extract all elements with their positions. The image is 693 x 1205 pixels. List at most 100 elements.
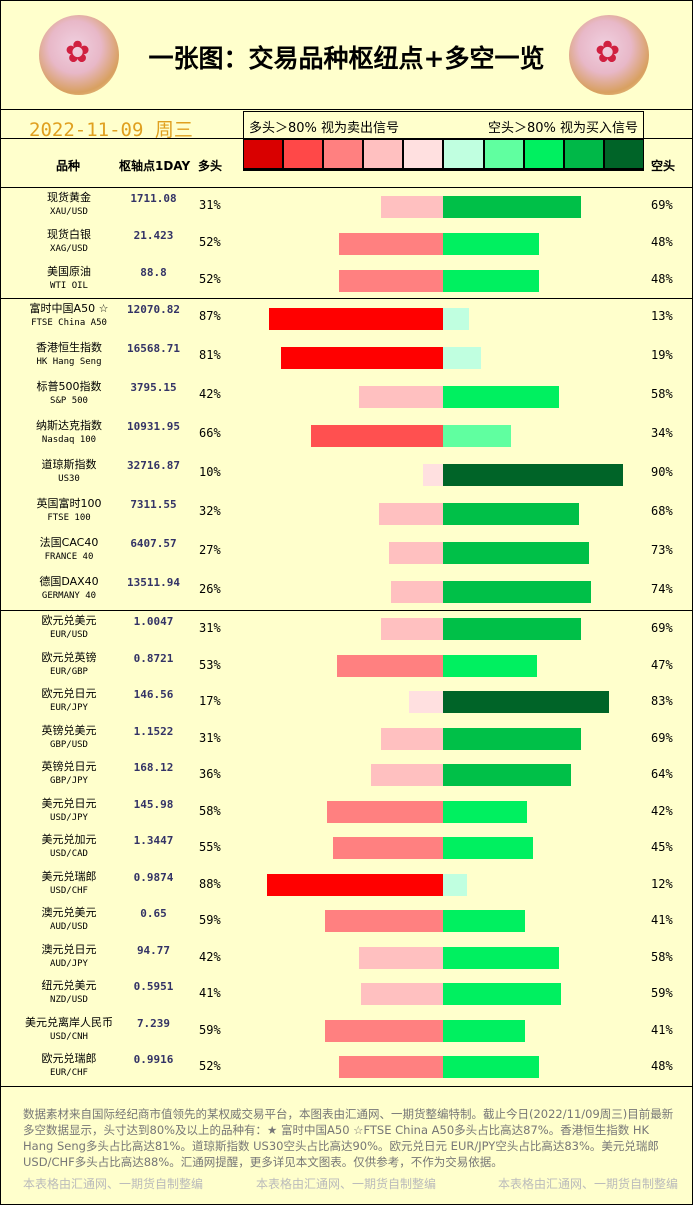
short-pct: 41% xyxy=(651,1022,673,1037)
instrument-code: FTSE China A50 xyxy=(31,318,107,328)
long-pct: 81% xyxy=(199,348,221,362)
short-pct: 69% xyxy=(651,198,673,212)
instrument-name: 现货白银 XAG/USD xyxy=(9,228,129,256)
legend-swatch xyxy=(483,139,524,169)
short-pct: 19% xyxy=(651,348,673,362)
instrument-name: 英镑兑美元 GBP/USD xyxy=(9,724,129,752)
instrument-cn: 美元兑加元 xyxy=(41,833,97,846)
instrument-cn: 德国DAX40 xyxy=(39,575,99,588)
instrument-name: 德国DAX40 GERMANY 40 xyxy=(9,575,129,603)
instrument-code: WTI OIL xyxy=(50,281,88,291)
table-row: 美国原油 WTI OIL 88.8 52% 48% xyxy=(1,262,692,299)
short-pct: 47% xyxy=(651,657,673,672)
instrument-name: 现货黄金 XAU/USD xyxy=(9,191,129,219)
long-bar xyxy=(325,1019,443,1042)
table-row: 道琼斯指数 US30 32716.87 10% 90% xyxy=(1,455,692,494)
long-bar xyxy=(359,946,443,969)
long-pct: 10% xyxy=(199,465,221,479)
divider xyxy=(1,187,692,188)
pivot-value: 10931.95 xyxy=(127,420,180,433)
long-pct: 31% xyxy=(199,621,221,635)
instrument-cn: 欧元兑英镑 xyxy=(41,650,97,664)
pivot-value: 7311.55 xyxy=(130,498,177,511)
short-bar xyxy=(443,837,533,860)
pivot-value: 94.77 xyxy=(136,943,171,957)
instrument-cn: 香港恒生指数 xyxy=(36,341,102,354)
pivot-value: 0.5951 xyxy=(133,980,174,993)
instrument-name: 美元兑离岸人民币 USD/CNH xyxy=(9,1016,129,1044)
table-row: 纽元兑美元 NZD/USD 0.5951 41% 59% xyxy=(1,976,692,1013)
long-bar xyxy=(381,195,443,218)
short-bar xyxy=(443,346,481,369)
legend-swatch xyxy=(563,139,604,169)
watermark: 本表格由汇通网、一期货自制整编 xyxy=(498,1177,679,1191)
short-bar xyxy=(443,910,525,933)
divider xyxy=(1,1086,692,1087)
long-pct: 52% xyxy=(199,1059,221,1073)
pivot-value: 1711.08 xyxy=(130,192,177,205)
short-bar xyxy=(443,764,571,787)
short-pct: 83% xyxy=(651,694,673,708)
short-bar xyxy=(443,463,623,486)
instrument-code: EUR/JPY xyxy=(50,703,88,713)
group-divider xyxy=(1,610,692,611)
table-row: 富时中国A50 ☆ FTSE China A50 12070.82 87% 13% xyxy=(1,299,692,338)
short-pct: 13% xyxy=(651,309,673,323)
instrument-cn: 美元兑离岸人民币 xyxy=(25,1015,113,1029)
long-pct: 31% xyxy=(199,730,221,745)
long-pct: 52% xyxy=(199,272,221,286)
short-pct: 69% xyxy=(651,621,673,635)
short-pct: 48% xyxy=(651,235,673,249)
pivot-value: 6407.57 xyxy=(130,537,177,550)
long-pct: 31% xyxy=(199,198,221,212)
instrument-name: 纽元兑美元 NZD/USD xyxy=(9,979,129,1007)
table-row: 纳斯达克指数 Nasdaq 100 10931.95 66% 34% xyxy=(1,416,692,455)
instrument-code: NZD/USD xyxy=(50,995,88,1005)
table-row: 德国DAX40 GERMANY 40 13511.94 26% 74% xyxy=(1,572,692,611)
header-name: 品种 xyxy=(56,159,81,173)
instrument-code: AUD/JPY xyxy=(50,958,88,969)
pivot-value: 3795.15 xyxy=(130,381,177,394)
table-row: 英国富时100 FTSE 100 7311.55 32% 68% xyxy=(1,494,692,533)
legend-swatch xyxy=(523,139,564,169)
long-bar xyxy=(333,837,443,860)
pivot-value: 7.239 xyxy=(136,1016,171,1030)
instrument-name: 欧元兑瑞郎 EUR/CHF xyxy=(9,1052,129,1080)
long-pct: 87% xyxy=(199,309,221,323)
instrument-cn: 欧元兑美元 xyxy=(41,614,97,627)
instrument-name: 道琼斯指数 US30 xyxy=(9,458,129,486)
table-row: 法国CAC40 FRANCE 40 6407.57 27% 73% xyxy=(1,533,692,572)
short-bar xyxy=(443,541,589,564)
short-pct: 73% xyxy=(651,543,673,557)
long-pct: 36% xyxy=(199,767,221,781)
instrument-cn: 纽元兑美元 xyxy=(41,979,97,992)
long-bar xyxy=(361,983,443,1006)
instrument-name: 美元兑日元 USD/JPY xyxy=(9,797,129,825)
header-pivot: 枢轴点1DAY xyxy=(119,159,191,173)
instrument-code: US30 xyxy=(58,474,80,484)
short-pct: 48% xyxy=(651,272,673,286)
legend-swatch xyxy=(323,139,364,169)
pivot-value: 32716.87 xyxy=(127,459,180,472)
long-bar xyxy=(339,1056,443,1079)
long-bar xyxy=(359,385,443,408)
group-divider xyxy=(1,298,692,299)
instrument-name: 纳斯达克指数 Nasdaq 100 xyxy=(9,419,129,447)
short-pct: 58% xyxy=(651,949,673,964)
instrument-name: 香港恒生指数 HK Hang Seng xyxy=(9,341,129,369)
instrument-code: EUR/CHF xyxy=(50,1068,88,1078)
header-short: 空头 xyxy=(651,159,676,173)
instrument-name: 澳元兑日元 AUD/JPY xyxy=(9,943,129,971)
legend-swatch xyxy=(603,139,644,169)
instrument-code: GBP/USD xyxy=(50,739,88,750)
table-row: 英镑兑美元 GBP/USD 1.1522 31% 69% xyxy=(1,721,692,758)
long-pct: 55% xyxy=(199,840,221,854)
pivot-value: 146.56 xyxy=(133,688,174,701)
table-row: 美元兑加元 USD/CAD 1.3447 55% 45% xyxy=(1,830,692,867)
short-bar xyxy=(443,800,527,823)
table-row: 欧元兑美元 EUR/USD 1.0047 31% 69% xyxy=(1,611,692,648)
long-pct: 66% xyxy=(199,426,221,440)
long-pct: 41% xyxy=(199,986,221,1000)
short-bar xyxy=(443,385,559,408)
instrument-cn: 美元兑日元 xyxy=(41,796,97,810)
